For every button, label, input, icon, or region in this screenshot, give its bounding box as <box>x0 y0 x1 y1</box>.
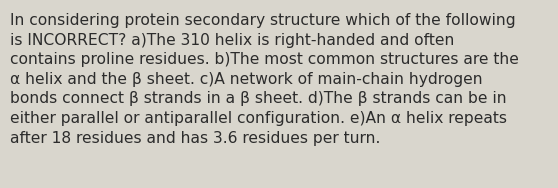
Text: In considering protein secondary structure which of the following
is INCORRECT? : In considering protein secondary structu… <box>10 13 519 146</box>
